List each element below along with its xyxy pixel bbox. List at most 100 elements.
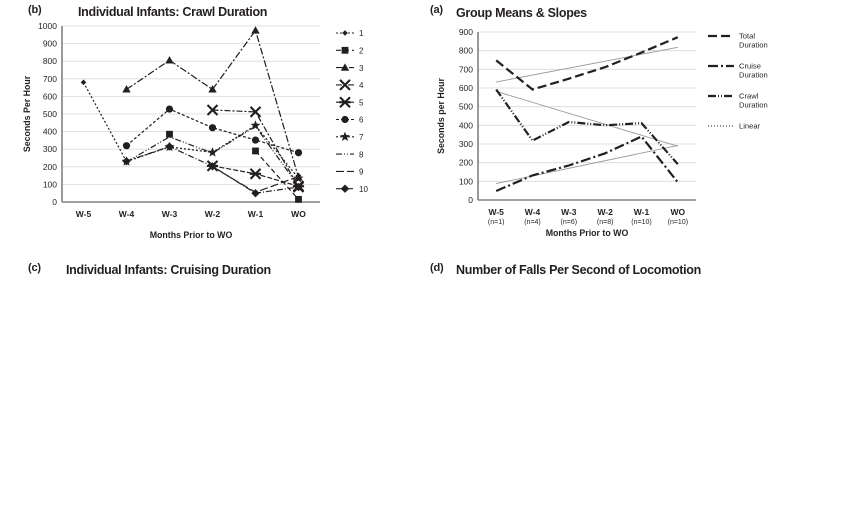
x-tick-label: W-2	[597, 207, 613, 217]
series-8	[126, 125, 299, 187]
axes	[477, 32, 696, 201]
panel-b-crawl-duration: (b) Individual Infants: Crawl Duration 0…	[0, 0, 426, 250]
series-line	[212, 109, 300, 188]
x-tick-label: W-1	[248, 209, 264, 219]
x-tick-labels: W-5 (n=1) W-4 (n=4) W-3 (n=6) W-2 (n=8) W-1 (n=10…	[488, 207, 688, 226]
series-3	[122, 26, 303, 181]
marker-diamond-small	[342, 30, 348, 36]
marker-x	[206, 104, 219, 116]
legend-label: 1	[359, 29, 364, 38]
marker-circle	[341, 115, 349, 124]
x-tick-sublabel: (n=4)	[524, 219, 541, 226]
panel-c-cruising-duration: (c) Individual Infants: Cruising Duratio…	[0, 250, 426, 517]
marker-star-x	[339, 96, 351, 108]
panel-d-title: Number of Falls Per Second of Locomotion	[456, 263, 701, 277]
x-tick-label: W-4	[525, 207, 541, 217]
marker-star	[250, 120, 261, 130]
marker-diamond	[294, 182, 303, 192]
marker-triangle	[340, 63, 350, 71]
legend-label: Duration	[739, 41, 768, 50]
legend-label: Duration	[739, 101, 768, 110]
y-tick-label: 200	[43, 162, 57, 172]
marker-square	[166, 130, 173, 138]
legend-label: 6	[359, 116, 364, 125]
legend-label: Cruise	[739, 62, 761, 71]
series-group	[495, 36, 679, 193]
y-tick-label: 200	[459, 158, 473, 168]
y-tick-label: 1000	[38, 21, 57, 31]
x-tick-label: W-3	[561, 207, 577, 217]
marker-diamond	[122, 156, 131, 166]
marker-circle	[294, 149, 303, 157]
legend-label: 4	[359, 81, 364, 90]
marker-triangle	[208, 85, 217, 93]
x-axis-title: Months Prior to WO	[546, 228, 629, 238]
marker-circle	[251, 136, 260, 144]
y-tick-label: 400	[43, 127, 57, 137]
gridlines	[478, 31, 696, 201]
y-tick-labels: 0 100 200 300 400 500 600 700 800 900 1000	[38, 21, 57, 207]
series-10	[122, 142, 303, 198]
marker-diamond-small	[80, 79, 87, 86]
x-tick-label: W-4	[119, 209, 135, 219]
marker-square	[341, 46, 349, 54]
series-line	[255, 150, 299, 200]
marker-x	[339, 79, 351, 91]
gridlines	[62, 25, 320, 203]
y-tick-label: 300	[43, 144, 57, 154]
marker-diamond	[208, 162, 217, 171]
legend-label: 7	[359, 133, 364, 142]
marker-x	[249, 106, 262, 118]
y-tick-label: 500	[459, 102, 473, 112]
legend-label: 5	[359, 98, 364, 107]
y-tick-label: 600	[459, 83, 473, 93]
y-tick-label: 700	[459, 64, 473, 74]
legend: TotalDurationCruiseDurationCrawlDuration…	[708, 32, 768, 131]
x-tick-sublabel: (n=10)	[668, 219, 688, 226]
series-line-Crawl Duration	[495, 88, 679, 165]
x-tick-label: W-5	[76, 209, 92, 219]
marker-diamond	[340, 184, 350, 193]
x-tick-sublabel: (n=8)	[597, 219, 614, 226]
marker-star	[340, 131, 350, 142]
x-tick-label: WO	[291, 209, 306, 219]
x-tick-label: W-5	[488, 207, 504, 217]
trendline	[496, 145, 678, 185]
y-axis-title: Seconds per Hour	[436, 78, 446, 154]
y-tick-label: 700	[43, 74, 57, 84]
series-line	[82, 82, 128, 162]
x-tick-label: W-1	[634, 207, 650, 217]
panel-d-falls-per-second: (d) Number of Falls Per Second of Locomo…	[426, 250, 852, 517]
x-tick-label: WO	[671, 207, 686, 217]
series-line	[126, 125, 299, 187]
panel-c-title: Individual Infants: Cruising Duration	[66, 263, 271, 277]
panel-d-chart: 00.0050.010.0150.020.0250.030.0350.040.0…	[426, 250, 852, 517]
series-6	[122, 105, 303, 157]
marker-star	[293, 173, 304, 183]
series-line	[126, 108, 299, 154]
legend-label: Linear	[739, 122, 761, 131]
marker-triangle	[251, 26, 260, 34]
legend-label: 9	[359, 168, 364, 177]
y-tick-label: 100	[43, 179, 57, 189]
legend-label: 10	[359, 185, 368, 194]
trendline	[496, 46, 678, 83]
series-5	[206, 160, 305, 192]
y-tick-label: 0	[468, 195, 473, 205]
marker-square	[295, 195, 302, 203]
marker-square	[252, 147, 259, 155]
y-tick-label: 300	[459, 139, 473, 149]
y-tick-label: 600	[43, 91, 57, 101]
x-tick-sublabel: (n=10)	[631, 219, 651, 226]
marker-diamond	[165, 142, 174, 151]
series-line	[126, 29, 300, 178]
y-tick-label: 0	[52, 197, 57, 207]
y-tick-label: 100	[459, 176, 473, 186]
series-2	[166, 130, 302, 203]
marker-circle	[122, 142, 131, 150]
series-group	[80, 26, 305, 203]
legend-label: 3	[359, 64, 364, 73]
x-tick-label: W-3	[162, 209, 178, 219]
panel-b-title: Individual Infants: Crawl Duration	[78, 5, 268, 19]
